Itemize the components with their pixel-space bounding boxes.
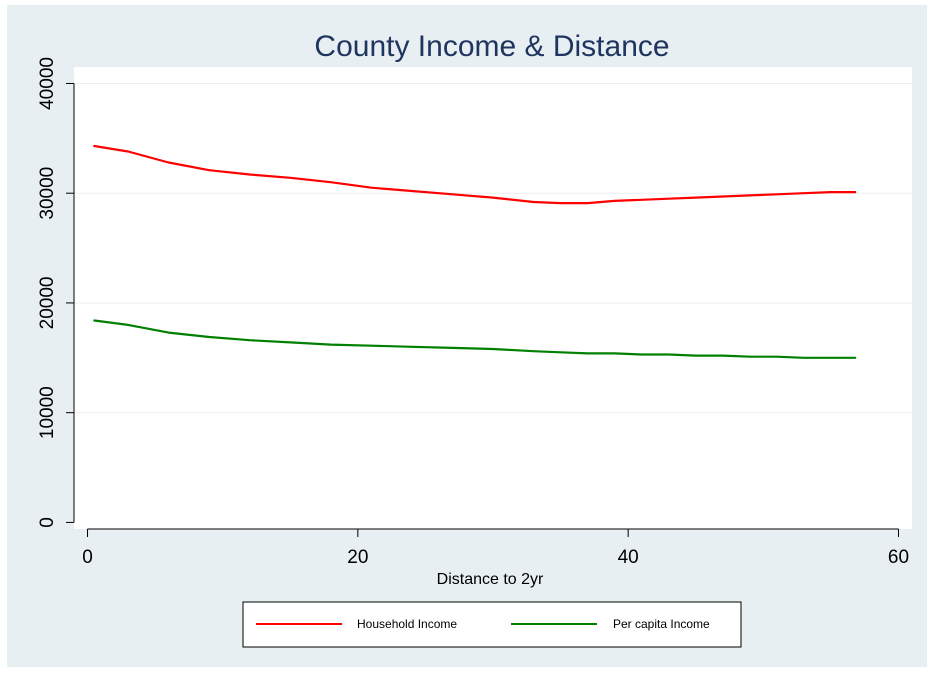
gridlines — [74, 82, 912, 414]
plot-area — [74, 67, 912, 529]
x-tick-label: 0 — [82, 547, 93, 568]
x-tick-label: 40 — [618, 547, 639, 568]
y-tick-label: 30000 — [37, 167, 58, 220]
y-tick-label: 0 — [37, 517, 58, 528]
series-layer — [93, 144, 857, 359]
series-line-household-income — [93, 144, 857, 205]
legend: Household Income Per capita Income — [242, 601, 742, 648]
series-line-per-capita-income — [93, 319, 857, 359]
x-tick-label: 20 — [347, 547, 368, 568]
x-tick-label: 60 — [888, 547, 909, 568]
x-axis: 0 20 40 60 — [82, 528, 909, 568]
chart-title: County Income & Distance — [314, 30, 669, 63]
y-tick-label: 20000 — [37, 277, 58, 330]
legend-box — [242, 601, 742, 648]
legend-label-per-capita-income: Per capita Income — [613, 617, 710, 631]
y-tick-label: 40000 — [37, 57, 58, 110]
x-axis-label: Distance to 2yr — [437, 571, 544, 588]
legend-label-household-income: Household Income — [357, 617, 457, 631]
y-tick-label: 10000 — [37, 386, 58, 439]
y-axis: 0 10000 20000 30000 40000 — [37, 57, 75, 528]
